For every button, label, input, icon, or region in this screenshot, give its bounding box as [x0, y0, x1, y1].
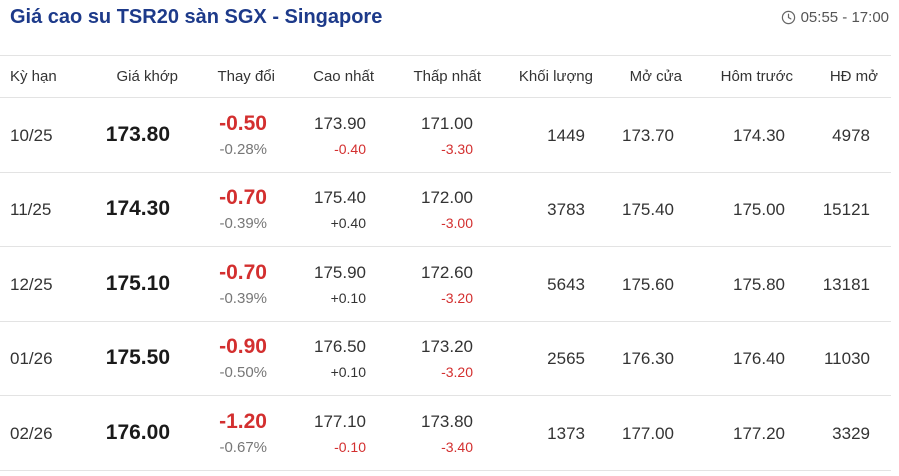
low-change-cell: -3.20 [441, 364, 473, 380]
price-cell: 174.30 [105, 197, 170, 220]
price-cell: 176.00 [105, 421, 170, 444]
oi-cell: 11030 [823, 349, 870, 368]
oi-cell: 15121 [822, 200, 870, 219]
low-cell: 172.60 [421, 263, 473, 282]
low-cell: 171.00 [421, 114, 473, 133]
col-high: Cao nhất [313, 68, 374, 85]
high-cell: 175.40 [314, 188, 366, 207]
prev-cell: 176.40 [733, 349, 785, 368]
table-row: 02/26 176.00 -1.20 -0.67% 177.10 -0.10 173.80 -… [0, 396, 891, 470]
term-cell: 11/25 [10, 200, 52, 219]
term-cell: 12/25 [10, 275, 53, 294]
change-cell: -1.20 [219, 410, 267, 433]
high-cell: 173.90 [314, 114, 366, 133]
change-pct-cell: -0.67% [219, 439, 267, 456]
col-open: Mở cửa [629, 68, 682, 85]
term-cell: 10/25 [10, 126, 53, 145]
low-change-cell: -3.20 [441, 290, 473, 306]
term-cell: 02/26 [10, 424, 53, 443]
open-cell: 173.70 [622, 126, 674, 145]
change-pct-cell: -0.39% [219, 290, 267, 307]
price-cell: 175.50 [105, 346, 170, 369]
volume-cell: 2565 [547, 349, 585, 368]
table-row: 12/25 175.10 -0.70 -0.39% 175.90 +0.10 172.60 -… [0, 247, 891, 321]
low-cell: 173.20 [421, 337, 473, 356]
page-title: Giá cao su TSR20 sàn SGX - Singapore [10, 6, 383, 28]
high-cell: 175.90 [314, 263, 366, 282]
table-row: 10/25 173.80 -0.50 -0.28% 173.90 -0.40 171.00 -… [0, 98, 891, 172]
change-pct-cell: -0.50% [219, 364, 267, 381]
col-oi: HĐ mở [829, 68, 878, 85]
low-change-cell: -3.30 [441, 141, 473, 157]
col-term: Kỳ hạn [10, 68, 57, 85]
trading-hours: 05:55 - 17:00 [781, 9, 889, 26]
col-low: Thấp nhất [413, 68, 481, 85]
col-prev: Hôm trước [720, 68, 793, 85]
term-cell: 01/26 [10, 349, 53, 368]
col-price: Giá khớp [116, 68, 178, 85]
change-pct-cell: -0.28% [219, 141, 267, 158]
open-cell: 177.00 [622, 424, 674, 443]
volume-cell: 1449 [547, 126, 585, 145]
low-cell: 172.00 [421, 188, 473, 207]
high-change-cell: -0.40 [334, 141, 366, 157]
volume-cell: 5643 [547, 275, 585, 294]
price-cell: 175.10 [105, 272, 170, 295]
open-cell: 175.40 [622, 200, 674, 219]
open-cell: 176.30 [622, 349, 674, 368]
clock-icon [781, 10, 795, 25]
oi-cell: 4978 [832, 126, 870, 145]
change-pct-cell: -0.39% [219, 215, 267, 232]
prev-cell: 175.80 [733, 275, 785, 294]
oi-cell: 13181 [822, 275, 870, 294]
open-cell: 175.60 [622, 275, 674, 294]
divider [0, 55, 891, 56]
oi-cell: 3329 [832, 424, 870, 443]
divider [0, 321, 891, 322]
prev-cell: 175.00 [733, 200, 785, 219]
high-cell: 176.50 [314, 337, 366, 356]
change-cell: -0.50 [219, 112, 267, 135]
low-change-cell: -3.40 [441, 439, 473, 455]
col-volume: Khối lượng [518, 68, 593, 85]
change-cell: -0.70 [219, 261, 267, 284]
volume-cell: 3783 [547, 200, 585, 219]
high-change-cell: +0.10 [330, 364, 366, 380]
volume-cell: 1373 [547, 424, 585, 443]
prev-cell: 174.30 [733, 126, 785, 145]
trading-hours-text: 05:55 - 17:00 [800, 9, 889, 26]
low-cell: 173.80 [421, 412, 473, 431]
divider [0, 470, 891, 471]
high-change-cell: -0.10 [334, 439, 366, 455]
table-row: 11/25 174.30 -0.70 -0.39% 175.40 +0.40 172.00 -… [0, 172, 891, 246]
page-header: Giá cao su TSR20 sàn SGX - Singapore 05:… [0, 0, 899, 40]
high-change-cell: +0.10 [330, 290, 366, 306]
change-cell: -0.90 [219, 335, 267, 358]
prev-cell: 177.20 [733, 424, 785, 443]
change-cell: -0.70 [219, 186, 267, 209]
price-cell: 173.80 [105, 123, 170, 146]
divider [0, 172, 891, 173]
divider [0, 97, 891, 98]
high-change-cell: +0.40 [330, 215, 366, 231]
table-row: 01/26 175.50 -0.90 -0.50% 176.50 +0.10 173.20 -… [0, 321, 891, 395]
high-cell: 177.10 [314, 412, 366, 431]
divider [0, 246, 891, 247]
col-change: Thay đổi [217, 68, 275, 85]
divider [0, 395, 891, 396]
low-change-cell: -3.00 [441, 215, 473, 231]
